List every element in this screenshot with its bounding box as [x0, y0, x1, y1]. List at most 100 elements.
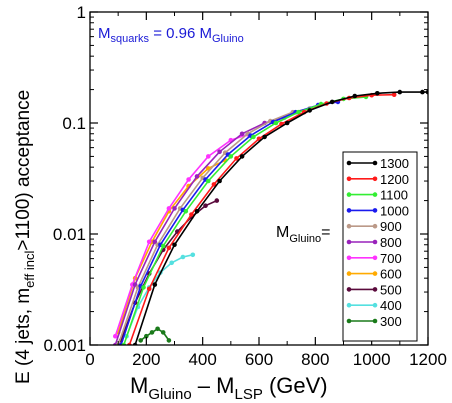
legend-label-1300: 1300: [380, 156, 409, 171]
series-line-700: [114, 133, 248, 337]
data-point-1200: [391, 92, 397, 97]
legend-label-800: 800: [380, 235, 402, 250]
plot-area: [113, 89, 428, 345]
data-point-1300: [239, 154, 245, 159]
data-point-1300: [329, 99, 335, 105]
legend-label-1000: 1000: [380, 203, 409, 218]
x-tick-label: 800: [301, 350, 329, 369]
data-point-700: [113, 333, 118, 339]
data-point-500: [214, 198, 220, 203]
legend-label-700: 700: [380, 251, 402, 266]
x-axis-label: MGluino – MLSP (GeV): [130, 373, 328, 403]
legend-marker-1100: [346, 192, 352, 197]
data-point-400: [180, 254, 186, 260]
axes: 0 200 400 600 800 1000 1200 0.001 0.01 0.1 1: [43, 3, 446, 369]
legend-marker-300: [346, 318, 352, 324]
legend-label-1200: 1200: [380, 172, 409, 187]
legend-label-400: 400: [380, 298, 402, 313]
data-point-1200: [146, 286, 152, 292]
data-point-700: [166, 206, 172, 211]
data-point-800: [217, 149, 222, 155]
data-point-1200: [189, 212, 194, 217]
legend-marker-600: [372, 271, 378, 276]
series-line-1100: [123, 96, 367, 345]
data-point-800: [239, 131, 245, 137]
legend-marker-1300: [372, 160, 378, 166]
data-point-1100: [251, 134, 256, 140]
data-point-1300: [307, 108, 313, 113]
data-point-1300: [284, 120, 290, 126]
data-point-300: [144, 333, 149, 339]
x-tick-label: 1200: [409, 350, 447, 369]
data-point-1100: [273, 120, 279, 126]
data-point-700: [146, 239, 152, 245]
x-tick-label: 600: [245, 350, 273, 369]
data-point-1200: [234, 156, 239, 161]
data-point-1100: [183, 209, 189, 214]
legend-marker-900: [372, 223, 378, 229]
legend-marker-1200: [372, 176, 378, 182]
y-axis-label: E (4 jets, meff incl>1100) acceptance: [13, 90, 37, 384]
data-point-1300: [172, 242, 177, 248]
data-point-1300: [420, 89, 425, 95]
legend-marker-500: [346, 287, 352, 292]
legend-marker-700: [372, 255, 378, 261]
y-tick-label: 0.001: [43, 336, 86, 355]
x-tick-label: 0: [85, 350, 94, 369]
data-point-300: [166, 338, 172, 343]
legend-title: MGluino=: [276, 224, 330, 245]
data-point-700: [186, 177, 191, 182]
legend-label-900: 900: [380, 219, 402, 234]
legend-marker-1200: [346, 176, 352, 182]
data-point-1100: [206, 178, 211, 184]
legend-marker-1000: [372, 208, 378, 213]
series-line-900: [117, 107, 310, 345]
data-point-1200: [211, 182, 217, 187]
legend-marker-700: [346, 255, 352, 261]
legend-marker-300: [372, 318, 378, 324]
data-point-1300: [217, 178, 222, 184]
legend-marker-1300: [346, 160, 352, 166]
data-point-1100: [228, 154, 234, 159]
data-point-1300: [194, 209, 200, 214]
data-point-1300: [152, 282, 158, 287]
data-point-800: [172, 206, 177, 211]
data-point-1100: [160, 243, 166, 249]
y-tick-label: 0.01: [53, 225, 86, 244]
legend-marker-400: [346, 302, 352, 308]
data-point-1200: [166, 245, 172, 251]
legend-label-1100: 1100: [380, 188, 408, 203]
x-tick-label: 200: [132, 350, 160, 369]
legend-label-500: 500: [380, 282, 402, 297]
series-group: [113, 89, 428, 345]
legend-marker-800: [346, 239, 352, 245]
x-tick-label: 400: [188, 350, 216, 369]
legend-label-300: 300: [380, 314, 402, 329]
data-point-500: [203, 203, 208, 208]
data-point-300: [138, 338, 143, 343]
legend-marker-600: [346, 271, 352, 276]
data-point-400: [190, 252, 196, 258]
legend-marker-400: [372, 302, 378, 308]
legend-marker-1100: [372, 192, 378, 197]
data-point-400: [169, 260, 174, 266]
data-point-1100: [296, 109, 301, 115]
data-point-800: [194, 174, 200, 179]
data-point-1300: [375, 91, 380, 96]
y-tick-label: 0.1: [62, 114, 86, 133]
data-point-300: [149, 330, 155, 335]
data-point-1100: [141, 285, 146, 290]
legend-label-600: 600: [380, 267, 402, 282]
x-tick-label: 1000: [353, 350, 391, 369]
legend-marker-800: [372, 239, 378, 245]
mass-relation-annotation: Msquarks = 0.96 MGluino: [98, 25, 244, 45]
y-tick-label: 1: [77, 3, 86, 22]
legend-marker-500: [372, 287, 378, 292]
series-line-500: [120, 199, 218, 341]
data-point-1300: [352, 93, 358, 99]
data-point-700: [206, 154, 211, 159]
data-point-1300: [397, 89, 403, 95]
data-point-1300: [262, 134, 267, 140]
data-point-300: [155, 326, 160, 332]
